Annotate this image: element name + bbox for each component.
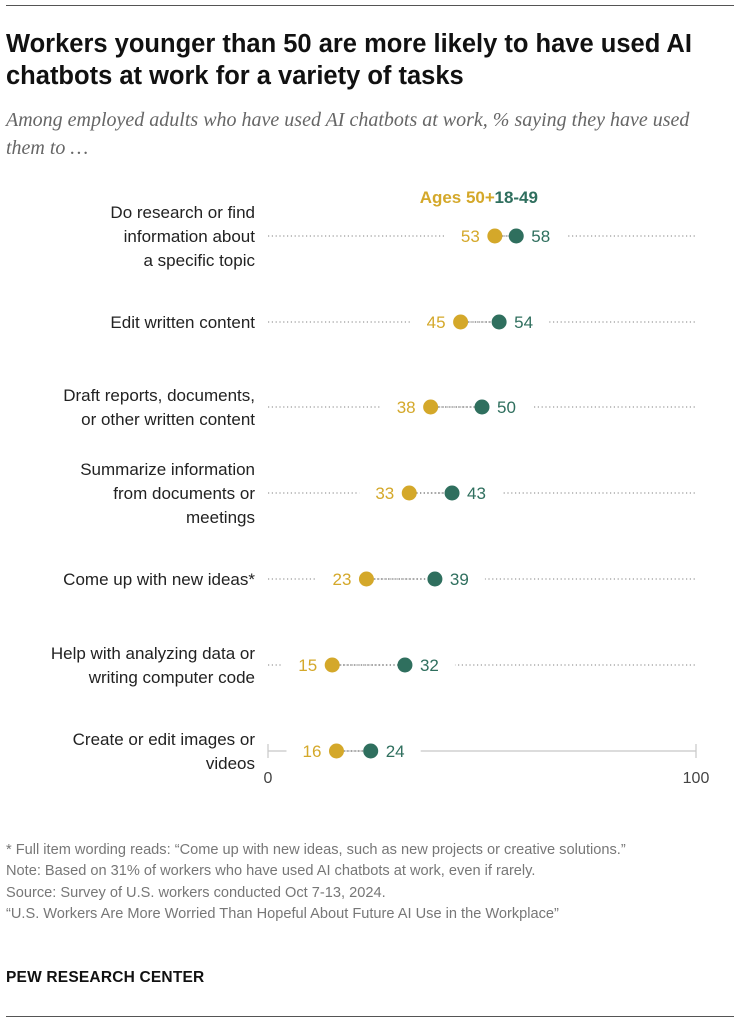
note-source: Source: Survey of U.S. workers conducted… <box>6 884 386 901</box>
value-label-18-49: 58 <box>531 227 550 246</box>
older-label-knockout <box>316 567 367 591</box>
category-label: Draft reports, documents, or other writte… <box>63 386 255 429</box>
x-axis: 0 100 <box>264 744 710 787</box>
chart-legend: Ages 50+ 18-49 <box>420 188 538 207</box>
dot-18-49 <box>444 485 460 501</box>
axis-tick-label-100: 100 <box>683 770 710 787</box>
value-label-ages-50-plus: 53 <box>461 227 480 246</box>
value-label-ages-50-plus: 23 <box>333 570 352 589</box>
dot-18-49 <box>397 657 413 673</box>
value-label-ages-50-plus: 15 <box>298 656 317 675</box>
chart-row: Edit written content 45 54 <box>110 310 696 334</box>
younger-label-knockout <box>499 310 550 334</box>
older-label-knockout <box>380 395 431 419</box>
chart-rows: Do research or find information about a sp… <box>51 203 696 773</box>
value-label-ages-50-plus: 38 <box>397 398 416 417</box>
dot-ages-50-plus <box>453 314 469 330</box>
dot-ages-50-plus <box>358 571 374 587</box>
dot-18-49 <box>508 228 524 244</box>
chart-notes: * Full item wording reads: “Come up with… <box>6 840 731 926</box>
dot-18-49 <box>363 743 379 759</box>
category-label: Edit written content <box>110 313 255 332</box>
category-label: Summarize information from documents or me… <box>80 460 255 527</box>
younger-label-knockout <box>404 653 455 677</box>
legend-label-ages-50-plus: Ages 50+ <box>420 188 495 207</box>
dot-ages-50-plus <box>324 657 340 673</box>
younger-label-knockout <box>516 224 567 248</box>
dot-18-49 <box>491 314 507 330</box>
older-label-knockout <box>410 310 461 334</box>
category-label: Create or edit images or videos <box>73 730 256 773</box>
younger-label-knockout <box>482 395 532 419</box>
chart-row: Do research or find information about a sp… <box>110 203 696 270</box>
value-label-ages-50-plus: 45 <box>427 313 446 332</box>
category-label: Come up with new ideas* <box>63 570 255 589</box>
axis-tick-label-0: 0 <box>264 770 273 787</box>
source-organization: PEW RESEARCH CENTER <box>6 969 205 986</box>
chart-row: Help with analyzing data or writing compu… <box>51 644 696 687</box>
value-label-ages-50-plus: 33 <box>375 484 394 503</box>
chart-row: Come up with new ideas* 23 39 <box>63 567 696 591</box>
dot-plot-chart: Ages 50+ 18-49 Do research or find informa… <box>51 188 710 787</box>
chart-row: Draft reports, documents, or other writte… <box>63 386 696 429</box>
bottom-rule <box>6 1016 734 1017</box>
value-label-18-49: 50 <box>497 398 516 417</box>
younger-label-knockout <box>452 481 503 505</box>
chart-row: Create or edit images or videos 16 24 <box>73 730 696 773</box>
dot-18-49 <box>427 571 443 587</box>
dot-ages-50-plus <box>328 743 344 759</box>
older-label-knockout <box>359 481 410 505</box>
dot-18-49 <box>474 399 490 415</box>
chart-subtitle: Among employed adults who have used AI c… <box>6 109 690 159</box>
value-label-18-49: 39 <box>450 570 469 589</box>
value-label-ages-50-plus: 16 <box>303 742 322 761</box>
note-footnote: * Full item wording reads: “Come up with… <box>6 842 626 858</box>
dot-ages-50-plus <box>423 399 439 415</box>
older-label-knockout <box>444 224 495 248</box>
older-label-knockout <box>286 739 337 763</box>
top-rule <box>6 5 734 6</box>
value-label-18-49: 24 <box>386 742 405 761</box>
legend-label-18-49: 18-49 <box>494 188 537 207</box>
value-label-18-49: 43 <box>467 484 486 503</box>
value-label-18-49: 54 <box>514 313 533 332</box>
older-label-knockout <box>282 653 333 677</box>
chart-title: Workers younger than 50 are more likely … <box>6 30 692 90</box>
value-label-18-49: 32 <box>420 656 439 675</box>
note-report-title: “U.S. Workers Are More Worried Than Hope… <box>6 906 559 923</box>
category-label: Do research or find information about a sp… <box>110 203 255 270</box>
chart-row: Summarize information from documents or me… <box>80 460 696 527</box>
dot-ages-50-plus <box>401 485 417 501</box>
category-label: Help with analyzing data or writing compu… <box>51 644 255 687</box>
note-base: Note: Based on 31% of workers who have u… <box>6 863 536 880</box>
dot-ages-50-plus <box>487 228 503 244</box>
younger-label-knockout <box>370 739 421 763</box>
younger-label-knockout <box>434 567 485 591</box>
